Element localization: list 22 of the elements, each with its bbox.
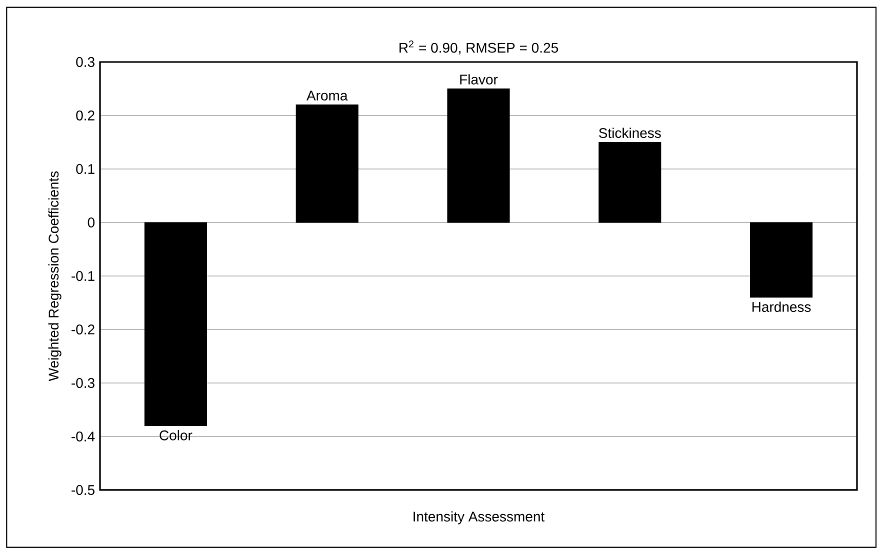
x-tick-label: Flavor bbox=[460, 74, 498, 84]
x-tick-label: Color bbox=[160, 430, 192, 440]
x-tick-label: Aroma bbox=[306, 90, 348, 101]
x-axis-title: Intensity Assessment bbox=[414, 511, 545, 524]
x-tick-label: Hardness bbox=[752, 302, 811, 312]
x-tick-label: Stickiness bbox=[599, 128, 661, 138]
y-tick-label: -0.1 bbox=[72, 271, 94, 281]
y-tick-label: 0 bbox=[88, 218, 95, 228]
y-tick-label: 0.2 bbox=[76, 110, 94, 120]
y-axis-title: Weighted Regression Coefficients bbox=[48, 171, 62, 382]
y-tick-label: 0.1 bbox=[76, 164, 94, 174]
y-tick-label: -0.3 bbox=[72, 378, 94, 388]
bar bbox=[447, 88, 510, 223]
bar bbox=[750, 222, 813, 298]
y-tick-label: -0.2 bbox=[72, 324, 94, 334]
y-tick-label: 0.3 bbox=[76, 57, 94, 67]
chart-title: R$^{2}$ = 0.90, RMSEP = 0.25 bbox=[400, 40, 558, 54]
bar bbox=[296, 104, 358, 223]
y-tick-label: -0.4 bbox=[72, 432, 95, 442]
bar bbox=[144, 222, 207, 426]
y-tick-label: -0.5 bbox=[72, 485, 94, 495]
bar bbox=[598, 142, 662, 223]
